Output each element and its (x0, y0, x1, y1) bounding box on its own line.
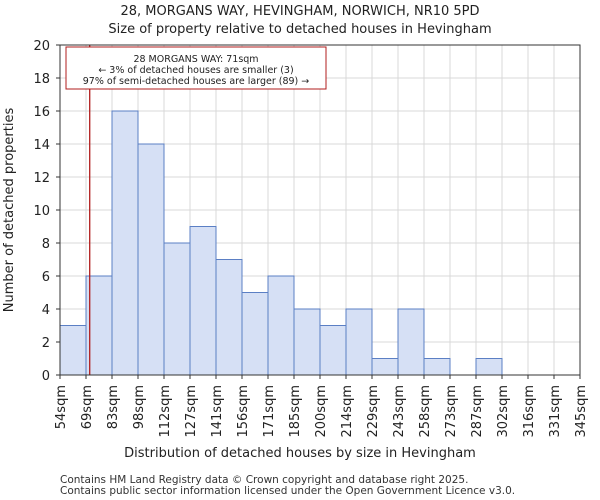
y-axis-ticks: 0 2 4 6 8 10 12 14 16 18 20 (33, 39, 60, 384)
y-tick-label-8: 16 (33, 105, 50, 120)
bar-4 (163, 242, 191, 376)
annotation-line-3: 97% of semi-detached houses are larger (… (83, 76, 310, 87)
x-tick-label-5: 127sqm (184, 385, 199, 438)
bar-10 (319, 325, 347, 376)
footer-line-1: Contains HM Land Registry data © Crown c… (60, 474, 468, 486)
x-tick-label-6: 141sqm (210, 385, 225, 438)
bar-3 (137, 143, 165, 376)
annotation-line-1: 28 MORGANS WAY: 71sqm (133, 54, 258, 65)
y-tick-label-0: 0 (42, 369, 50, 384)
bars (59, 110, 503, 376)
annotation-line-2: ← 3% of detached houses are smaller (3) (98, 65, 293, 76)
y-tick-label-6: 12 (33, 171, 50, 186)
x-tick-label-15: 273sqm (444, 385, 459, 438)
x-tick-label-14: 258sqm (418, 385, 433, 438)
bar-6 (215, 259, 243, 376)
y-tick-label-3: 6 (42, 270, 50, 285)
x-axis-label: Distribution of detached houses by size … (124, 446, 476, 461)
bar-13 (397, 308, 425, 376)
bar-12 (371, 358, 399, 376)
bar-9 (293, 308, 321, 376)
x-tick-label-7: 156sqm (236, 385, 251, 438)
x-tick-label-18: 316sqm (522, 385, 537, 438)
x-tick-label-2: 83sqm (106, 385, 121, 429)
x-tick-label-20: 345sqm (574, 385, 589, 438)
chart-subtitle: Size of property relative to detached ho… (108, 22, 491, 37)
x-tick-label-4: 112sqm (158, 385, 173, 438)
x-tick-label-12: 229sqm (366, 385, 381, 438)
x-tick-label-17: 302sqm (496, 385, 511, 438)
bar-0 (59, 325, 87, 376)
x-tick-label-3: 98sqm (132, 385, 147, 429)
annotation-box: 28 MORGANS WAY: 71sqm ← 3% of detached h… (65, 46, 327, 90)
bar-11 (345, 308, 373, 376)
y-tick-label-2: 4 (42, 303, 50, 318)
x-tick-label-11: 214sqm (340, 385, 355, 438)
x-tick-label-1: 69sqm (80, 385, 95, 429)
footer-line-2: Contains public sector information licen… (60, 485, 515, 497)
bar-7 (241, 292, 269, 376)
x-tick-label-8: 171sqm (262, 385, 277, 438)
chart-title: 28, MORGANS WAY, HEVINGHAM, NORWICH, NR1… (120, 4, 479, 19)
x-tick-label-16: 287sqm (470, 385, 485, 438)
annotation-frame (65, 46, 327, 90)
bar-8 (267, 275, 295, 376)
x-tick-label-0: 54sqm (54, 385, 69, 429)
bar-5 (189, 226, 217, 376)
y-tick-label-4: 8 (42, 237, 50, 252)
x-tick-label-10: 200sqm (314, 385, 329, 438)
x-tick-label-9: 185sqm (288, 385, 303, 438)
x-axis-ticks: 54sqm 69sqm 83sqm 98sqm 112sqm 127sqm 141sqm 15… (54, 375, 589, 438)
bar-2 (111, 110, 139, 376)
x-tick-label-19: 331sqm (548, 385, 563, 438)
y-tick-label-1: 2 (42, 336, 50, 351)
bar-16 (475, 358, 503, 376)
y-tick-label-7: 14 (33, 138, 50, 153)
y-tick-label-5: 10 (33, 204, 50, 219)
x-tick-label-13: 243sqm (392, 385, 407, 438)
bar-14 (423, 358, 451, 376)
y-tick-label-9: 18 (33, 72, 50, 87)
y-tick-label-10: 20 (33, 39, 50, 54)
y-axis-label: Number of detached properties (2, 108, 17, 313)
